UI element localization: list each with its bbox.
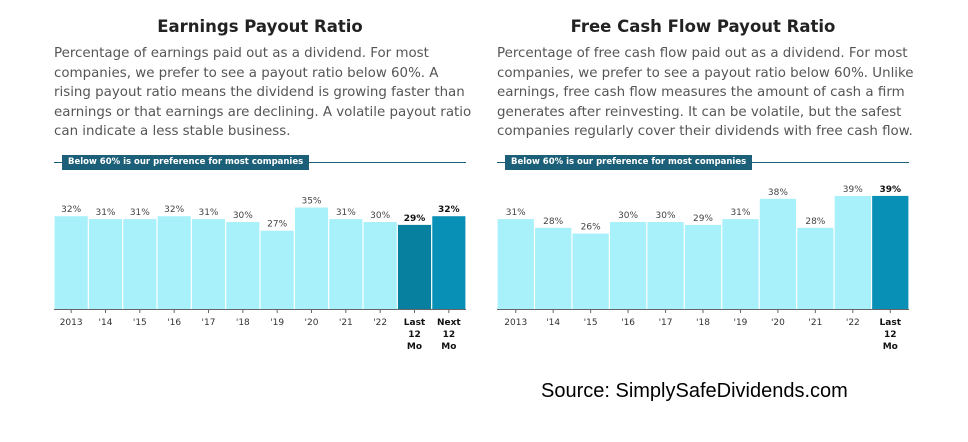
data-label-5: 30% <box>233 211 253 221</box>
bar-3 <box>609 222 647 309</box>
bar-4 <box>647 222 684 309</box>
data-label-3: 32% <box>164 205 184 215</box>
bar-0 <box>497 219 534 309</box>
fcf-chart-title: Free Cash Flow Payout Ratio <box>570 17 836 36</box>
x-tick-label-0: 2013 <box>504 318 527 328</box>
data-label-7: 35% <box>301 197 321 207</box>
bar-2 <box>123 219 157 309</box>
data-label-9: 30% <box>370 211 390 221</box>
x-tick-label-1: '14 <box>99 318 113 328</box>
data-label-2: 26% <box>581 223 601 233</box>
data-label-10: 39% <box>879 185 901 195</box>
x-tick-label-7: '20 <box>305 318 319 328</box>
bar-5 <box>226 222 260 309</box>
bar-10 <box>397 224 432 309</box>
bar-1 <box>535 227 572 309</box>
bar-6 <box>260 230 294 309</box>
data-label-5: 29% <box>693 214 713 224</box>
x-tick-label-10: Last 12 Mo <box>880 318 902 352</box>
data-label-0: 31% <box>506 208 526 218</box>
x-tick-label-6: '19 <box>733 318 747 328</box>
x-tick-label-7: '20 <box>771 318 785 328</box>
data-label-1: 31% <box>95 208 115 218</box>
bar-1 <box>88 219 123 309</box>
bar-9 <box>363 222 397 309</box>
x-tick-label-5: '18 <box>696 318 710 328</box>
bar-7 <box>294 207 329 309</box>
data-label-6: 31% <box>730 208 750 218</box>
x-tick-label-4: '17 <box>659 318 673 328</box>
bar-6 <box>722 219 759 309</box>
bar-2 <box>572 233 609 309</box>
x-tick-label-1: '14 <box>546 318 560 328</box>
x-tick-label-8: '21 <box>808 318 822 328</box>
x-tick-label-9: '22 <box>373 318 387 328</box>
data-label-8: 31% <box>336 208 356 218</box>
data-label-3: 30% <box>618 211 638 221</box>
x-tick-label-0: 2013 <box>60 318 83 328</box>
reference-label: Below 60% is our preference for most com… <box>505 155 753 170</box>
data-label-10: 29% <box>404 214 426 224</box>
data-label-0: 32% <box>61 205 81 215</box>
x-tick-label-5: '18 <box>236 318 250 328</box>
reference-label: Below 60% is our preference for most com… <box>62 155 310 170</box>
bar-9 <box>834 195 871 309</box>
data-label-2: 31% <box>130 208 150 218</box>
bar-0 <box>54 216 88 309</box>
x-tick-label-11: Next 12 Mo <box>437 318 461 352</box>
x-tick-label-10: Last 12 Mo <box>404 318 426 352</box>
earnings-chart-title: Earnings Payout Ratio <box>157 17 363 36</box>
data-label-8: 28% <box>805 217 825 227</box>
earnings-chart-description: Percentage of earnings paid out as a div… <box>54 46 472 139</box>
fcf-payout-bar-chart: 31% 2013 28% '14 26% '15 30% '16 30% '17 29% '18 31%… <box>497 185 909 352</box>
bar-7 <box>759 198 797 309</box>
bar-11 <box>432 216 466 309</box>
x-tick-label-4: '17 <box>202 318 216 328</box>
x-tick-label-2: '15 <box>133 318 147 328</box>
x-tick-label-3: '16 <box>621 318 635 328</box>
data-label-1: 28% <box>543 217 563 227</box>
x-tick-label-9: '22 <box>846 318 860 328</box>
bar-4 <box>191 219 226 309</box>
x-tick-label-2: '15 <box>584 318 598 328</box>
bar-10 <box>872 195 909 309</box>
source-credit: Source: SimplySafeDividends.com <box>541 380 848 402</box>
fcf-chart-description: Percentage of free cash flow paid out as… <box>497 46 914 139</box>
x-tick-label-8: '21 <box>339 318 353 328</box>
data-label-7: 38% <box>768 188 788 198</box>
data-label-9: 39% <box>843 185 863 195</box>
x-tick-label-6: '19 <box>270 318 284 328</box>
bar-8 <box>797 227 834 309</box>
bar-8 <box>329 219 363 309</box>
x-tick-label-3: '16 <box>167 318 181 328</box>
earnings-payout-bar-chart: 32% 2013 31% '14 31% '15 32% '16 31% '17 30% '18 27%… <box>54 197 466 352</box>
bar-3 <box>157 216 191 309</box>
bar-5 <box>684 224 722 309</box>
data-label-4: 30% <box>656 211 676 221</box>
data-label-11: 32% <box>438 205 460 215</box>
data-label-4: 31% <box>198 208 218 218</box>
data-label-6: 27% <box>267 220 287 230</box>
